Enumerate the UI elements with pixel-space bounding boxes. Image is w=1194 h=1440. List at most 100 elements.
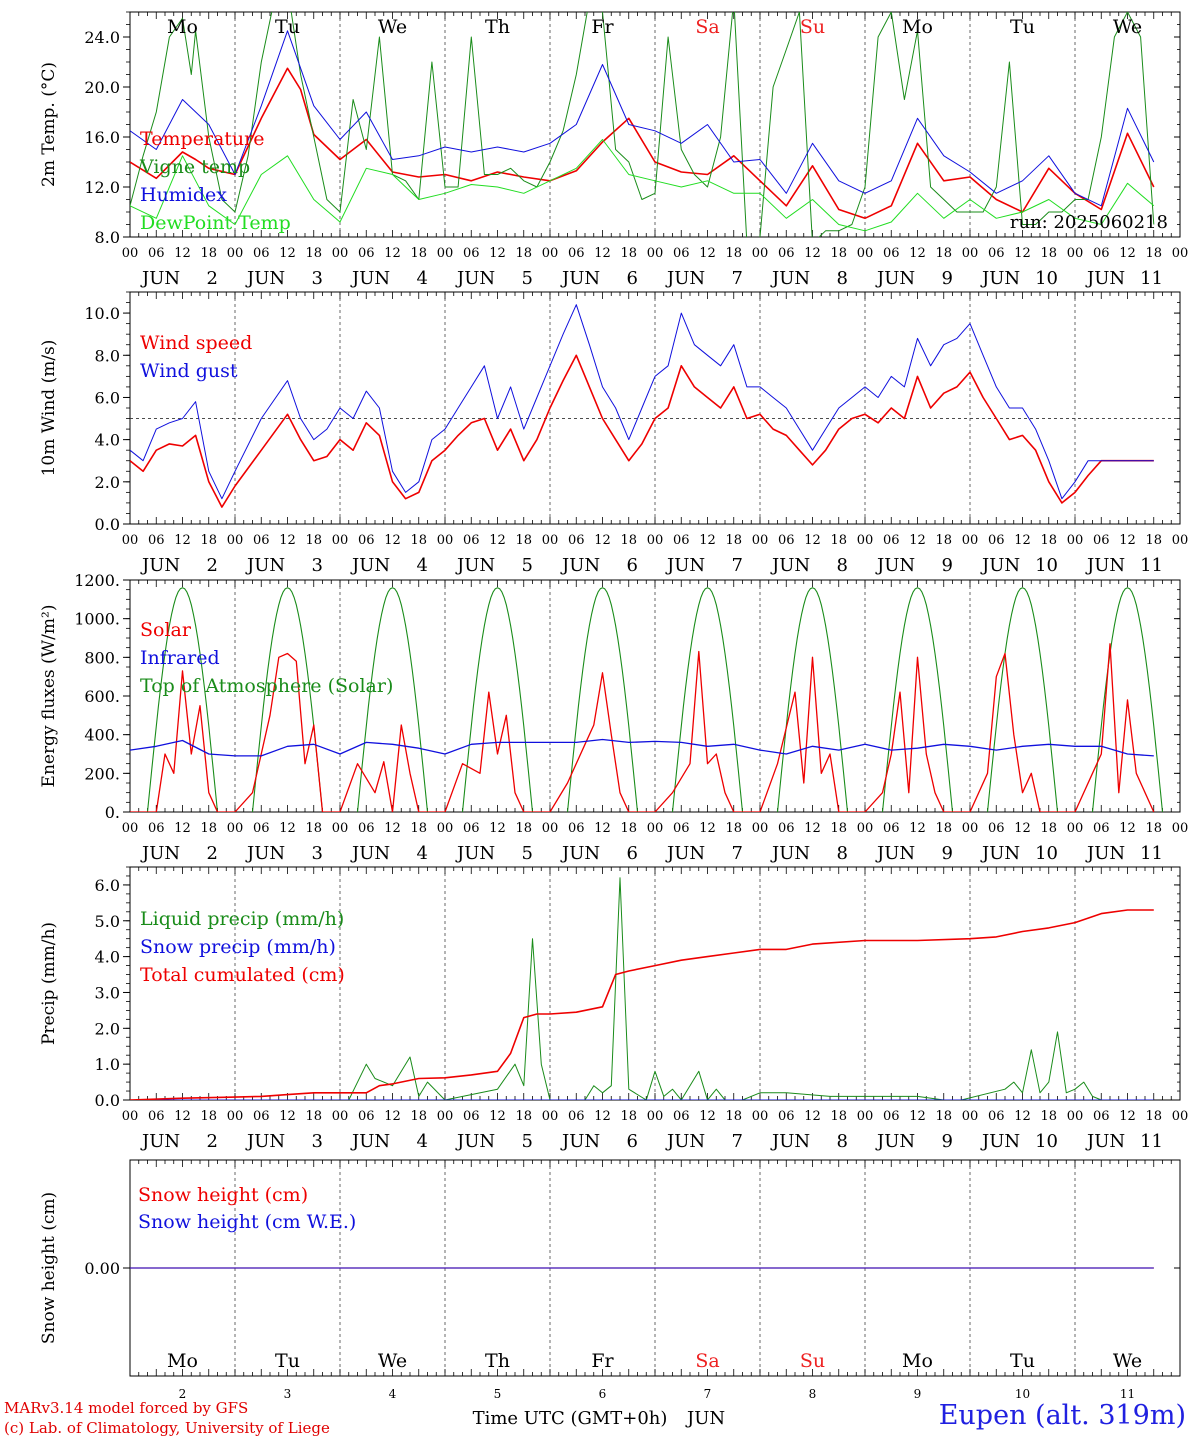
hour-tick-label: 00 <box>332 1109 349 1124</box>
y-tick-label: 0. <box>105 803 120 822</box>
hour-tick-label: 12 <box>279 821 296 836</box>
model-credit-line2: (c) Lab. of Climatology, University of L… <box>4 1419 330 1437</box>
hour-tick-label: 18 <box>305 533 322 548</box>
hour-tick-label: 00 <box>437 246 454 261</box>
month-label: JUN <box>1085 1131 1125 1152</box>
hour-tick-label: 00 <box>857 246 874 261</box>
hour-tick-label: 06 <box>253 533 270 548</box>
hour-tick-label: 06 <box>1093 533 1110 548</box>
hour-tick-label: 06 <box>988 1109 1005 1124</box>
hour-tick-label: 06 <box>883 533 900 548</box>
panel-1: 8.0 12.0 16.0 20.0 24.0 2m Temp. (°C) Temperat… <box>39 11 1188 289</box>
y-tick-label: 6.0 <box>95 876 120 895</box>
month-label: JUN <box>455 1131 495 1152</box>
hour-tick-label: 00 <box>1067 533 1084 548</box>
hour-tick-label: 12 <box>489 533 506 548</box>
hour-tick-label: 06 <box>568 1109 585 1124</box>
legend-entry: Top of Atmosphere (Solar) <box>140 675 393 697</box>
hour-tick-label: 06 <box>463 533 480 548</box>
y-tick-label: 8.0 <box>95 228 120 247</box>
hour-tick-label: 00 <box>122 533 139 548</box>
y-tick-label: 24.0 <box>84 28 120 47</box>
hour-tick-label: 00 <box>857 821 874 836</box>
y-tick-label: 0.0 <box>95 515 120 534</box>
y-tick-label: 800. <box>84 648 120 667</box>
date-label: 6 <box>627 268 638 289</box>
legend-entry: Solar <box>140 619 192 641</box>
y-tick-label: 12.0 <box>84 178 120 197</box>
day-name-label: Mo <box>902 16 933 38</box>
date-label: 3 <box>312 268 323 289</box>
hour-tick-label: 00 <box>752 246 769 261</box>
legend-entry: Temperature <box>140 128 264 150</box>
y-tick-label: 200. <box>84 764 120 783</box>
date-label: 2 <box>207 268 218 289</box>
series-line-solar <box>130 643 1155 812</box>
y-tick-label: 16.0 <box>84 128 120 147</box>
y-tick-label: 6.0 <box>95 388 120 407</box>
month-label: JUN <box>245 268 285 289</box>
date-number-label: 4 <box>389 1387 397 1401</box>
hour-tick-label: 00 <box>122 246 139 261</box>
hour-tick-label: 06 <box>778 533 795 548</box>
hour-tick-label: 06 <box>253 246 270 261</box>
date-label: 10 <box>1035 268 1058 289</box>
hour-tick-label: 18 <box>1040 246 1057 261</box>
hour-tick-label: 12 <box>174 246 191 261</box>
date-label: 6 <box>627 843 638 864</box>
hour-tick-label: 00 <box>752 1109 769 1124</box>
date-label: 9 <box>942 268 953 289</box>
series-group <box>130 12 1155 237</box>
hour-tick-label: 18 <box>200 246 217 261</box>
y-axis-label: Precip (mm/h) <box>39 922 59 1045</box>
month-label: JUN <box>770 1131 810 1152</box>
day-name-label: Tu <box>1010 16 1035 38</box>
hour-tick-label: 12 <box>384 1109 401 1124</box>
hour-tick-label: 06 <box>358 533 375 548</box>
y-tick-label: 4.0 <box>95 431 120 450</box>
month-label: JUN <box>1085 843 1125 864</box>
hour-tick-label: 00 <box>542 821 559 836</box>
y-axis-label: 10m Wind (m/s) <box>39 340 59 477</box>
hour-tick-label: 18 <box>725 246 742 261</box>
date-label: 9 <box>942 555 953 576</box>
hour-tick-label: 18 <box>515 533 532 548</box>
hour-tick-label: 06 <box>148 533 165 548</box>
date-label: 8 <box>837 843 848 864</box>
legend-entry: Liquid precip (mm/h) <box>140 908 344 930</box>
hour-tick-label: 18 <box>305 1109 322 1124</box>
hour-tick-label: 06 <box>1093 821 1110 836</box>
y-tick-label: 4.0 <box>95 948 120 967</box>
hour-tick-label: 00 <box>332 821 349 836</box>
hour-tick-label: 00 <box>1172 1109 1189 1124</box>
hour-tick-label: 12 <box>699 821 716 836</box>
hour-tick-label: 12 <box>699 246 716 261</box>
day-name-label: Mo <box>902 1350 933 1372</box>
hour-tick-label: 12 <box>804 533 821 548</box>
y-tick-label: 1200. <box>74 571 120 590</box>
hour-tick-label: 06 <box>778 246 795 261</box>
hour-tick-label: 18 <box>410 1109 427 1124</box>
legend-entry: Humidex <box>140 184 227 206</box>
series-line-wind-speed <box>130 354 1154 508</box>
toa-solar-line <box>251 587 324 812</box>
month-label: JUN <box>560 555 600 576</box>
hour-tick-label: 12 <box>174 821 191 836</box>
hour-tick-label: 06 <box>778 821 795 836</box>
month-label: JUN <box>770 555 810 576</box>
hour-tick-label: 06 <box>358 246 375 261</box>
hour-tick-label: 18 <box>1040 821 1057 836</box>
date-label: 5 <box>522 843 533 864</box>
hour-tick-label: 06 <box>253 1109 270 1124</box>
date-label: 2 <box>207 555 218 576</box>
month-label: JUN <box>980 843 1020 864</box>
hour-tick-label: 06 <box>988 533 1005 548</box>
hour-tick-label: 00 <box>1067 821 1084 836</box>
hour-tick-label: 06 <box>463 246 480 261</box>
toa-solar-line <box>461 587 534 812</box>
day-name-label: Sa <box>695 1350 719 1372</box>
day-name-label: Tu <box>1010 1350 1035 1372</box>
hour-tick-label: 12 <box>804 1109 821 1124</box>
date-number-label: 2 <box>179 1387 187 1401</box>
